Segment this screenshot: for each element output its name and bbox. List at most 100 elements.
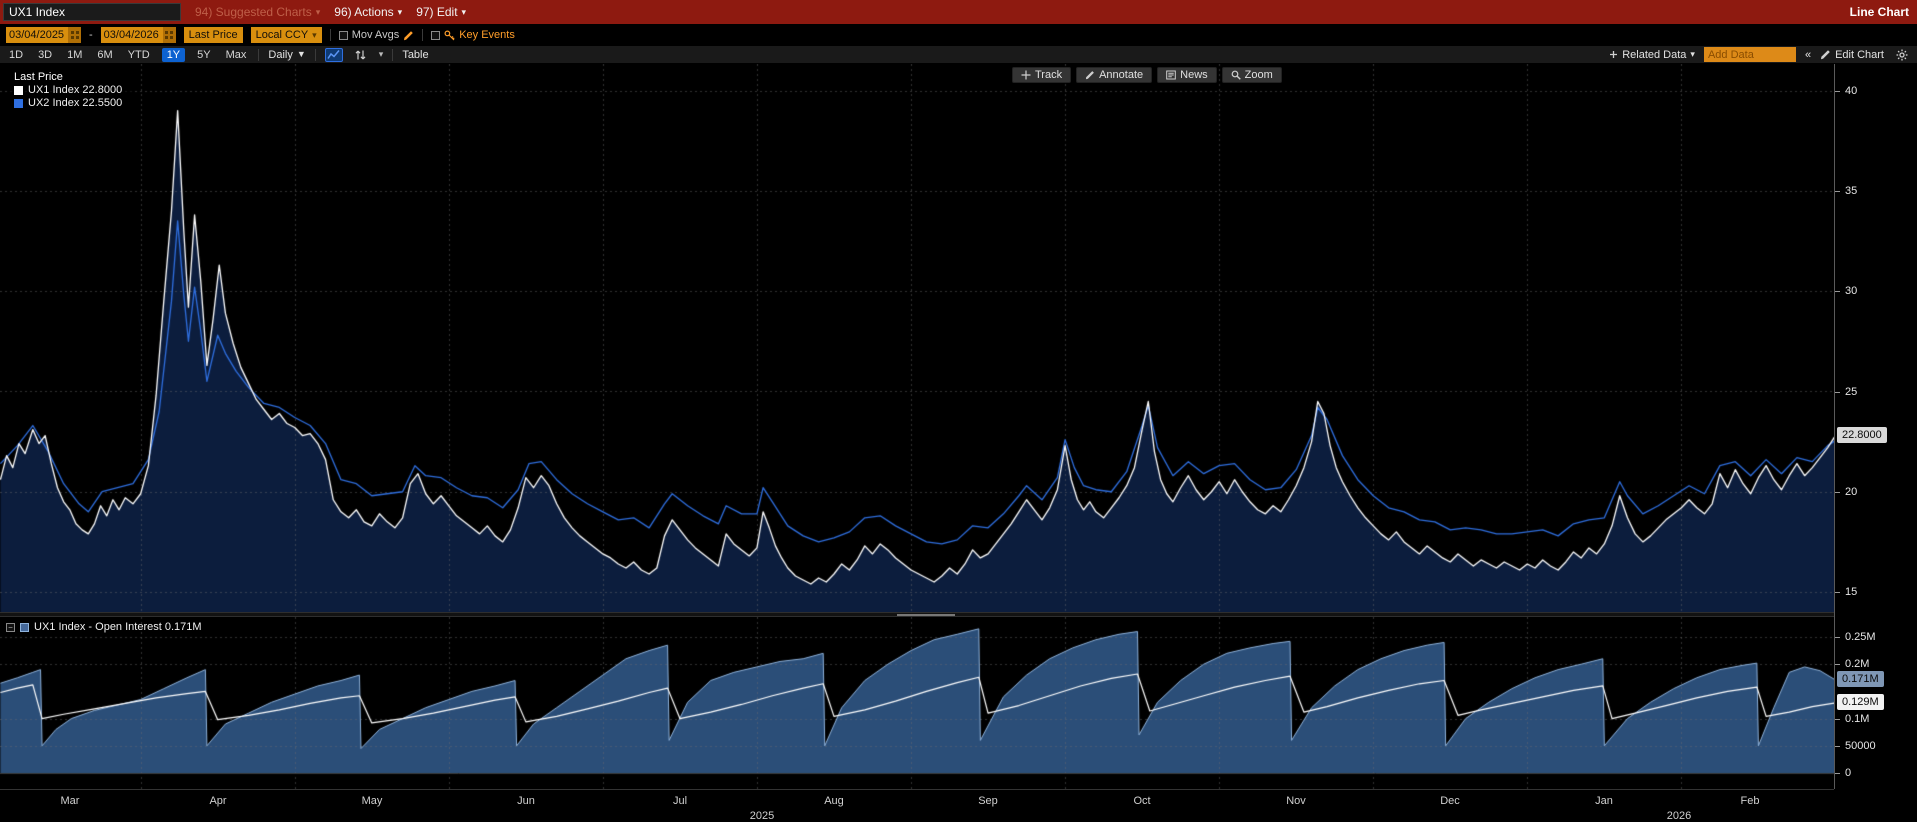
gear-icon[interactable] [1893,48,1911,62]
range-1d[interactable]: 1D [6,49,26,61]
ux1-legend-label: UX1 Index 22.8000 [28,84,122,96]
calendar-icon[interactable] [163,27,176,43]
y-tick-label: 30 [1845,285,1857,297]
price-field-dropdown[interactable]: Last Price [184,27,243,43]
ux2-legend-label: UX2 Index 22.5500 [28,97,122,109]
y-tick-label: 20 [1845,486,1857,498]
x-axis-line [0,789,1834,790]
menu-suggested-charts-label: 94) Suggested Charts [195,5,312,19]
track-crosshair-icon [1021,70,1031,80]
frequency-dropdown[interactable]: Daily ▼ [268,49,305,61]
key-icon [444,30,455,41]
x-tick-label: Sep [978,795,998,807]
key-events-checkbox[interactable] [431,31,440,40]
collapse-toolbar-icon[interactable]: « [1805,49,1811,61]
open-interest-legend: − UX1 Index - Open Interest 0.171M [6,621,202,633]
range-3d[interactable]: 3D [35,49,55,61]
x-tick-label: Aug [824,795,844,807]
security-input[interactable] [3,3,181,21]
separator [330,29,331,41]
table-button[interactable]: Table [402,49,428,61]
date-from-input[interactable] [6,27,68,43]
x-tick-label: Oct [1133,795,1150,807]
x-year-label: 2026 [1667,810,1691,822]
legend-title: Last Price [14,71,122,83]
open-interest-avg-badge: 0.129M [1837,694,1884,710]
edit-chart-label: Edit Chart [1835,49,1884,61]
calendar-icon[interactable] [68,27,81,43]
chevron-down-icon: ▼ [297,50,306,59]
open-interest-badge: 0.171M [1837,671,1884,687]
chevron-down-icon: ▾ [316,8,321,17]
date-from-field [6,27,81,43]
annotate-label: Annotate [1099,69,1143,81]
panel-divider-grip[interactable] [897,614,955,616]
line-chart-type-icon[interactable] [325,48,343,62]
y-tick-label: 40 [1845,85,1857,97]
annotate-button[interactable]: Annotate [1076,67,1152,83]
ux2-swatch-icon [14,99,23,108]
zoom-button[interactable]: Zoom [1222,67,1282,83]
collapse-panel-icon[interactable]: − [6,623,15,632]
y-tick [1835,664,1840,665]
legend-item-ux2[interactable]: UX2 Index 22.5500 [14,97,122,109]
x-tick-label: Mar [61,795,80,807]
zoom-label: Zoom [1245,69,1273,81]
x-tick-label: Nov [1286,795,1306,807]
add-data-input[interactable] [1704,47,1796,62]
x-tick-label: Jun [517,795,535,807]
main-price-chart-canvas[interactable] [0,64,1834,612]
news-button[interactable]: News [1157,67,1217,83]
chevron-down-icon: ▾ [312,31,317,40]
news-icon [1166,70,1176,80]
open-interest-chart-canvas[interactable] [0,617,1834,789]
range-6m[interactable]: 6M [94,49,115,61]
mov-avgs-checkbox[interactable] [339,31,348,40]
range-1m[interactable]: 1M [64,49,85,61]
price-field-label: Last Price [189,29,238,41]
compare-arrows-icon[interactable] [352,48,370,62]
menu-suggested-charts[interactable]: 94) Suggested Charts ▾ [195,5,320,19]
chevron-down-icon[interactable]: ▾ [379,50,384,59]
currency-dropdown[interactable]: Local CCY ▾ [251,27,322,43]
key-events-label: Key Events [459,29,515,41]
date-range-separator: - [89,29,93,41]
x-tick-label: Feb [1741,795,1760,807]
separator [422,29,423,41]
chart-area: Last Price UX1 Index 22.8000 UX2 Index 2… [0,64,1917,822]
panel-divider[interactable] [0,612,1834,617]
date-to-input[interactable] [101,27,163,43]
title-bar: 94) Suggested Charts ▾ 96) Actions ▾ 97)… [0,0,1917,24]
y-tick [1835,719,1840,720]
oi-tick-label: 0 [1845,767,1851,779]
related-data-dropdown[interactable]: Related Data ▾ [1609,49,1695,61]
last-price-badge: 22.8000 [1837,427,1887,443]
y-tick [1835,592,1840,593]
range-5y[interactable]: 5Y [194,49,213,61]
news-label: News [1180,69,1208,81]
track-button[interactable]: Track [1012,67,1071,83]
menu-actions[interactable]: 96) Actions ▾ [334,5,402,19]
menu-edit[interactable]: 97) Edit ▾ [416,5,466,19]
x-tick-label: May [362,795,383,807]
pencil-icon [1820,49,1831,60]
edit-chart-button[interactable]: Edit Chart [1820,49,1884,61]
oi-tick-label: 0.25M [1845,631,1876,643]
separator [258,49,259,61]
open-interest-legend-label: UX1 Index - Open Interest 0.171M [34,621,202,633]
legend-item-ux1[interactable]: UX1 Index 22.8000 [14,84,122,96]
x-tick-label: Jul [673,795,687,807]
pencil-icon[interactable] [403,30,414,41]
separator [392,49,393,61]
range-ytd[interactable]: YTD [125,49,153,61]
chevron-down-icon: ▾ [1690,50,1695,59]
frequency-label: Daily [268,49,292,61]
chevron-down-icon: ▾ [398,8,403,17]
range-max[interactable]: Max [223,49,250,61]
currency-label: Local CCY [256,29,309,41]
open-interest-swatch-icon [20,623,29,632]
page-title: Line Chart [1850,5,1909,19]
range-1y[interactable]: 1Y [162,48,185,62]
y-tick [1835,392,1840,393]
chart-tools: Track Annotate News Zoom [1012,67,1282,83]
